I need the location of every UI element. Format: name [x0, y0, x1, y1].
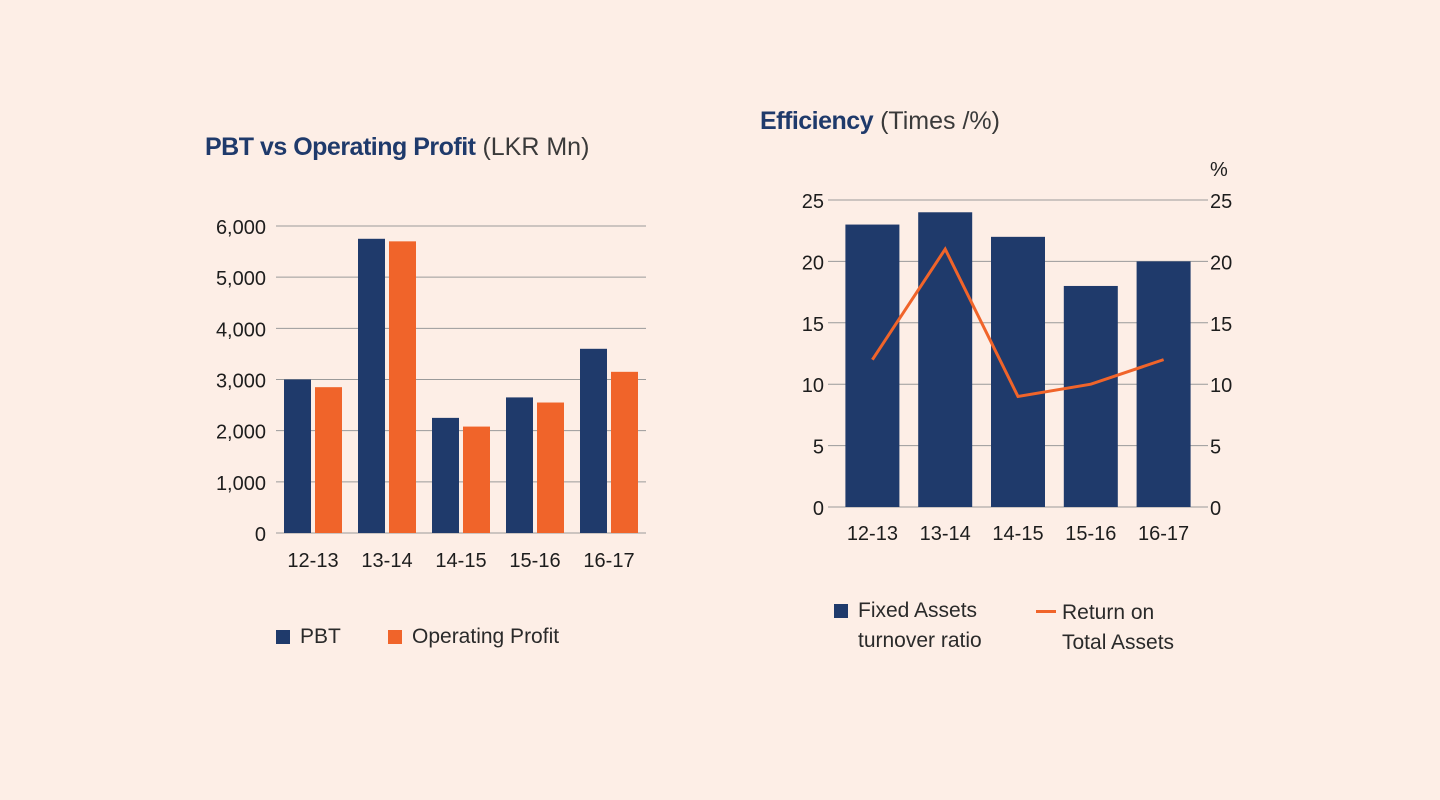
pbt-operating-profit-chart: 0 1,000 2,000 3,000 4,000 5,000 6,000 12-13 13-1…	[216, 217, 646, 572]
x-tick-label: 12-13	[847, 523, 898, 545]
x-tick-label: 14-15	[992, 523, 1043, 545]
chart-1-title-main: PBT vs Operating Profit	[205, 133, 476, 161]
x-tick-label: 13-14	[361, 550, 412, 572]
legend-label-rota-1: Return on	[1062, 601, 1155, 624]
y-tick-label: 15	[802, 314, 824, 336]
efficiency-chart: 0 0 5 5 10 10 15 15 20 20 25 25% 12-13 13-14 14-15 15-1…	[802, 159, 1233, 545]
legend-label-fixed-assets-2: turnover ratio	[858, 629, 982, 652]
legend-label-fixed-assets-1: Fixed Assets	[858, 599, 978, 622]
y-tick-label: 3,000	[216, 371, 266, 393]
chart-1-title: PBT vs Operating Profit (LKR Mn)	[205, 133, 589, 162]
legend-swatch-pbt	[276, 630, 290, 644]
x-tick-label: 12-13	[287, 550, 338, 572]
y-tick-label: 25	[802, 191, 824, 213]
bar-fixed-assets-turnover	[1063, 285, 1118, 507]
y-tick-label: 2,000	[216, 422, 266, 444]
chart-1-title-unit: (LKR Mn)	[482, 133, 590, 161]
y-tick-label: 5,000	[216, 268, 266, 290]
y2-tick-label: 20	[1210, 252, 1232, 274]
bar-pbt	[506, 397, 533, 533]
y-tick-label: 0	[813, 498, 824, 520]
bar-operating-profit	[611, 371, 638, 533]
bar-pbt	[580, 348, 607, 533]
bar-pbt	[432, 417, 459, 533]
bar-operating-profit	[537, 402, 564, 533]
legend-label-pbt: PBT	[300, 625, 341, 648]
bar-fixed-assets-turnover	[918, 212, 973, 507]
bar-operating-profit	[389, 241, 416, 533]
y-tick-label: 1,000	[216, 473, 266, 495]
right-axis-label: %	[1210, 159, 1228, 181]
y-tick-label: 10	[802, 375, 824, 397]
legend-label-rota-2: Total Assets	[1062, 631, 1175, 654]
bar-fixed-assets-turnover	[845, 224, 900, 507]
legend-label-operating-profit: Operating Profit	[412, 625, 560, 648]
y2-tick-label: 5	[1210, 437, 1221, 459]
y2-tick-label: 10	[1210, 375, 1232, 397]
x-tick-label: 13-14	[920, 523, 971, 545]
chart-2-title: Efficiency (Times /%)	[760, 107, 1000, 136]
y-tick-label: 6,000	[216, 217, 266, 239]
y2-tick-label: 0	[1210, 498, 1221, 520]
y2-tick-label: 15	[1210, 314, 1232, 336]
legend-swatch-fixed-assets	[834, 604, 848, 618]
chart-2-title-main: Efficiency	[760, 107, 874, 135]
y-tick-label: 20	[802, 252, 824, 274]
y-tick-label: 5	[813, 437, 824, 459]
bar-pbt	[358, 238, 385, 533]
legend-swatch-operating-profit	[388, 630, 402, 644]
x-tick-label: 14-15	[435, 550, 486, 572]
bar-pbt	[284, 379, 311, 533]
x-tick-label: 16-17	[583, 550, 634, 572]
y-tick-label: 4,000	[216, 319, 266, 341]
x-tick-label: 16-17	[1138, 523, 1189, 545]
y-tick-label: 0	[255, 524, 266, 546]
bar-fixed-assets-turnover	[991, 236, 1045, 507]
y2-tick-label: 25	[1210, 191, 1232, 213]
bar-fixed-assets-turnover	[1136, 261, 1191, 507]
x-tick-label: 15-16	[1065, 523, 1116, 545]
bar-operating-profit	[315, 387, 342, 533]
chart-2-title-unit: (Times /%)	[880, 107, 1000, 135]
legend-line-return-on-total-assets	[1036, 610, 1056, 613]
bar-operating-profit	[463, 426, 490, 533]
x-tick-label: 15-16	[509, 550, 560, 572]
